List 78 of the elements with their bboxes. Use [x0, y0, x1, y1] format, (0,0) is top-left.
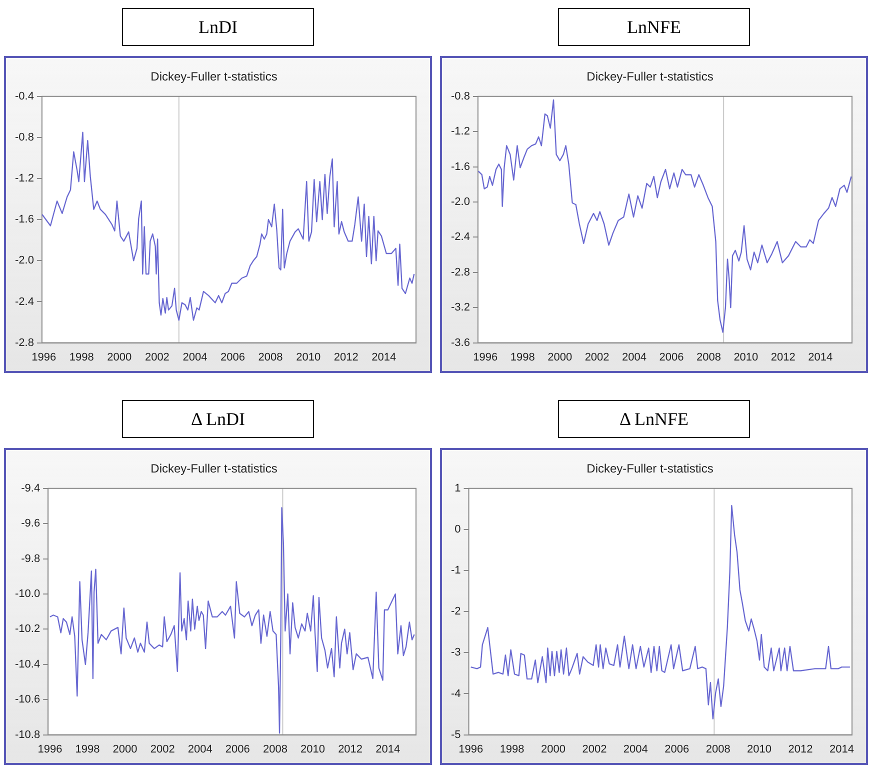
x-tick-label: 1998: [500, 743, 524, 756]
y-tick-label: -2.0: [450, 196, 470, 208]
x-tick-label: 2006: [659, 351, 684, 364]
x-tick-label: 2012: [334, 351, 358, 364]
x-tick-label: 1996: [473, 351, 498, 364]
chart-subtitle: Dickey-Fuller t-statistics: [150, 70, 278, 84]
x-tick-label: 2012: [788, 743, 813, 756]
x-tick-label: 2000: [112, 743, 138, 756]
x-tick-label: 2004: [188, 743, 212, 756]
y-tick-label: 0: [454, 524, 461, 536]
chart-subtitle: Dickey-Fuller t-statistics: [586, 462, 714, 476]
x-tick-label: 1998: [69, 351, 94, 364]
y-tick-label: -2.4: [14, 296, 34, 308]
chart-title: Δ LnDI: [122, 400, 314, 438]
y-tick-label: -3: [451, 646, 461, 659]
y-tick-label: -5: [451, 728, 461, 741]
x-tick-label: 2004: [182, 351, 208, 364]
x-tick-label: 2012: [338, 743, 363, 756]
y-tick-label: -2.4: [450, 231, 470, 244]
x-tick-label: 2000: [541, 743, 566, 756]
x-tick-label: 2008: [696, 351, 721, 364]
x-tick-label: 2010: [734, 351, 758, 364]
x-tick-label: 1998: [510, 351, 535, 364]
y-tick-label: -4: [451, 688, 461, 700]
chart-title: LnNFE: [558, 8, 750, 46]
y-tick-label: -1.2: [450, 126, 470, 138]
y-tick-label: -10.4: [14, 658, 40, 670]
y-tick-label: -3.6: [450, 336, 470, 349]
x-tick-label: 2010: [296, 351, 321, 364]
x-tick-label: 1996: [38, 743, 62, 756]
x-tick-label: 2014: [829, 743, 854, 756]
y-tick-label: -2.8: [14, 336, 34, 349]
y-tick-label: 1: [454, 482, 461, 494]
x-tick-label: 2000: [107, 351, 132, 364]
x-tick-label: 2000: [548, 351, 572, 364]
x-tick-label: 1996: [32, 351, 56, 364]
chart-subtitle: Dickey-Fuller t-statistics: [150, 462, 278, 476]
y-tick-label: -9.4: [21, 482, 40, 494]
y-tick-label: -9.8: [21, 552, 40, 565]
y-tick-label: -0.8: [14, 132, 34, 144]
chart-title: LnDI: [122, 8, 314, 46]
x-tick-label: 2014: [808, 351, 833, 364]
y-tick-label: -2.0: [14, 254, 34, 267]
x-tick-label: 2014: [372, 351, 396, 364]
y-tick-label: -0.8: [450, 90, 470, 102]
y-tick-label: -10.2: [14, 623, 40, 636]
x-tick-label: 2010: [747, 743, 772, 756]
x-tick-label: 2006: [220, 351, 245, 364]
x-tick-label: 2008: [706, 743, 730, 756]
x-tick-label: 2004: [622, 351, 647, 364]
x-tick-label: 2002: [582, 743, 607, 756]
y-tick-label: -1.6: [450, 160, 470, 173]
y-tick-label: -9.6: [21, 518, 40, 530]
y-tick-label: -1: [451, 564, 461, 577]
y-tick-label: -1.2: [14, 172, 34, 185]
y-tick-label: -10.6: [14, 694, 40, 706]
chart-subtitle: Dickey-Fuller t-statistics: [586, 70, 714, 84]
x-tick-label: 2006: [664, 743, 690, 756]
x-tick-label: 2006: [225, 743, 250, 756]
x-tick-label: 2002: [150, 743, 175, 756]
x-tick-label: 2008: [262, 743, 288, 756]
y-tick-label: -0.4: [14, 90, 34, 102]
y-tick-label: -10.0: [14, 588, 40, 600]
y-tick-label: -3.2: [450, 302, 470, 314]
y-tick-label: -2: [451, 606, 461, 618]
y-tick-label: -1.6: [14, 214, 34, 226]
x-tick-label: 2010: [300, 743, 325, 756]
x-tick-label: 1998: [75, 743, 100, 756]
x-tick-label: 2008: [258, 351, 283, 364]
x-tick-label: 2002: [584, 351, 610, 364]
y-tick-label: -2.8: [450, 266, 470, 278]
y-tick-label: -10.8: [14, 728, 40, 741]
x-tick-label: 1996: [458, 743, 484, 756]
chart-title: Δ LnNFE: [558, 400, 750, 438]
x-tick-label: 2002: [144, 351, 170, 364]
x-tick-label: 2014: [376, 743, 400, 756]
x-tick-label: 2004: [623, 743, 648, 756]
x-tick-label: 2012: [770, 351, 796, 364]
